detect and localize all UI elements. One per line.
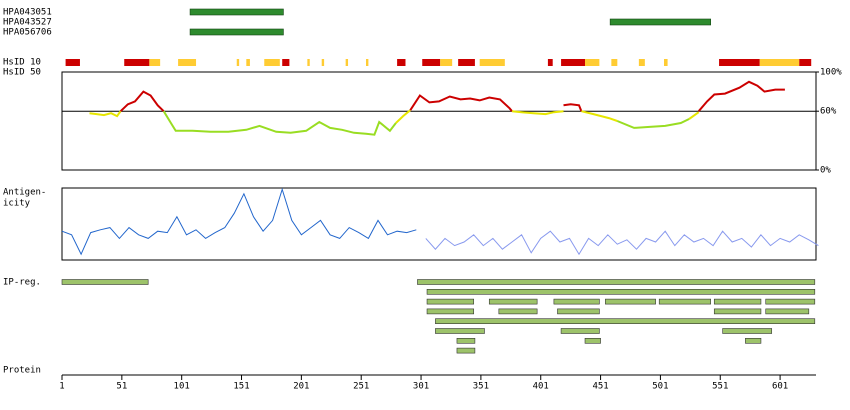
x-tick-label: 1 xyxy=(59,382,64,392)
hsid10-label: HsID 10 xyxy=(3,58,41,68)
hsid10-segment xyxy=(547,59,553,66)
x-tick-label: 551 xyxy=(712,382,728,392)
hsid10-segment xyxy=(479,59,505,66)
hsid50-line xyxy=(119,90,165,112)
hsid10-segment xyxy=(365,59,369,66)
ip-region xyxy=(765,298,816,305)
ip-region xyxy=(745,337,762,344)
ip-region xyxy=(61,279,149,285)
hsid10-segment xyxy=(664,59,668,66)
hsid50-line xyxy=(409,94,513,112)
antigenicity-label: Antigen- xyxy=(3,188,46,198)
ip-region xyxy=(456,337,476,344)
hsid10-segment xyxy=(345,59,349,66)
x-tick-label: 301 xyxy=(413,382,429,392)
ip-region xyxy=(557,308,600,315)
hsid10-segment xyxy=(422,59,441,66)
x-tick-label: 151 xyxy=(233,382,249,392)
x-tick-label: 351 xyxy=(473,382,489,392)
hsid10-segment xyxy=(799,59,812,66)
hsid50-label: HsID 50 xyxy=(3,68,41,78)
antibody-bar xyxy=(189,8,284,16)
x-tick-label: 401 xyxy=(533,382,549,392)
antigenicity-line xyxy=(61,187,417,256)
ip-region xyxy=(722,328,773,334)
hsid10-segment xyxy=(458,59,475,66)
antibody-label: HPA043051 xyxy=(3,8,52,18)
hsid50-line xyxy=(511,110,564,116)
ip-region xyxy=(435,328,485,334)
hsid50-line xyxy=(616,118,690,129)
ip-region xyxy=(713,298,762,305)
antigenicity-label: icity xyxy=(3,199,31,209)
hsid10-segment xyxy=(124,59,150,66)
ip-region xyxy=(765,308,810,315)
hsid-frame xyxy=(61,71,817,171)
x-tick-label: 201 xyxy=(293,382,309,392)
ip-region xyxy=(426,308,475,315)
hsid10-segment xyxy=(236,59,240,66)
ip-region xyxy=(435,318,816,325)
hsid50-line xyxy=(688,111,700,120)
hsid50-line xyxy=(162,110,397,136)
x-tick-label: 51 xyxy=(116,382,127,392)
hsid10-segment xyxy=(397,59,406,66)
antigenicity-frame xyxy=(61,187,817,261)
hsid50-line xyxy=(89,110,122,118)
hsid10-segment xyxy=(264,59,280,66)
hsid50-line xyxy=(581,110,618,122)
antibody-bar xyxy=(189,28,284,36)
ip-region xyxy=(498,308,538,315)
hsid50-line xyxy=(697,80,785,112)
x-tick-label: 601 xyxy=(772,382,788,392)
ip-label: IP-reg. xyxy=(3,278,41,288)
ip-region xyxy=(560,328,600,334)
antibody-label: HPA043527 xyxy=(3,18,52,28)
x-axis-label: Protein xyxy=(3,366,41,376)
ip-region xyxy=(713,308,762,315)
ip-region xyxy=(553,298,600,305)
hsid50-line xyxy=(395,109,411,124)
ip-region xyxy=(488,298,538,305)
ip-region xyxy=(605,298,656,305)
y-tick-label: 60% xyxy=(820,107,837,117)
x-tick-label: 251 xyxy=(353,382,369,392)
ip-region xyxy=(456,347,476,354)
hsid10-segment xyxy=(246,59,250,66)
hsid10-segment xyxy=(759,59,800,66)
hsid10-segment xyxy=(149,59,161,66)
x-tick-label: 101 xyxy=(174,382,190,392)
hsid10-segment xyxy=(282,59,290,66)
hsid10-segment xyxy=(561,59,586,66)
antibody-label: HPA056706 xyxy=(3,28,52,38)
x-tick-label: 451 xyxy=(592,382,608,392)
y-tick-label: 100% xyxy=(820,68,842,78)
hsid10-segment xyxy=(440,59,453,66)
ip-region xyxy=(426,298,475,305)
hsid10-segment xyxy=(321,59,325,66)
hsid10-segment xyxy=(65,59,80,66)
hsid10-segment xyxy=(611,59,618,66)
ip-region xyxy=(426,288,816,295)
x-tick-label: 501 xyxy=(652,382,668,392)
hsid10-segment xyxy=(638,59,645,66)
antigenicity-line xyxy=(425,230,819,256)
ip-region xyxy=(417,279,816,285)
hsid50-line xyxy=(563,103,583,112)
hsid10-segment xyxy=(178,59,197,66)
hsid10-segment xyxy=(719,59,760,66)
ip-region xyxy=(658,298,711,305)
y-tick-label: 0% xyxy=(820,166,831,176)
hsid10-segment xyxy=(585,59,600,66)
ip-region xyxy=(584,337,601,344)
antibody-bar xyxy=(609,18,711,26)
hsid10-segment xyxy=(307,59,310,66)
